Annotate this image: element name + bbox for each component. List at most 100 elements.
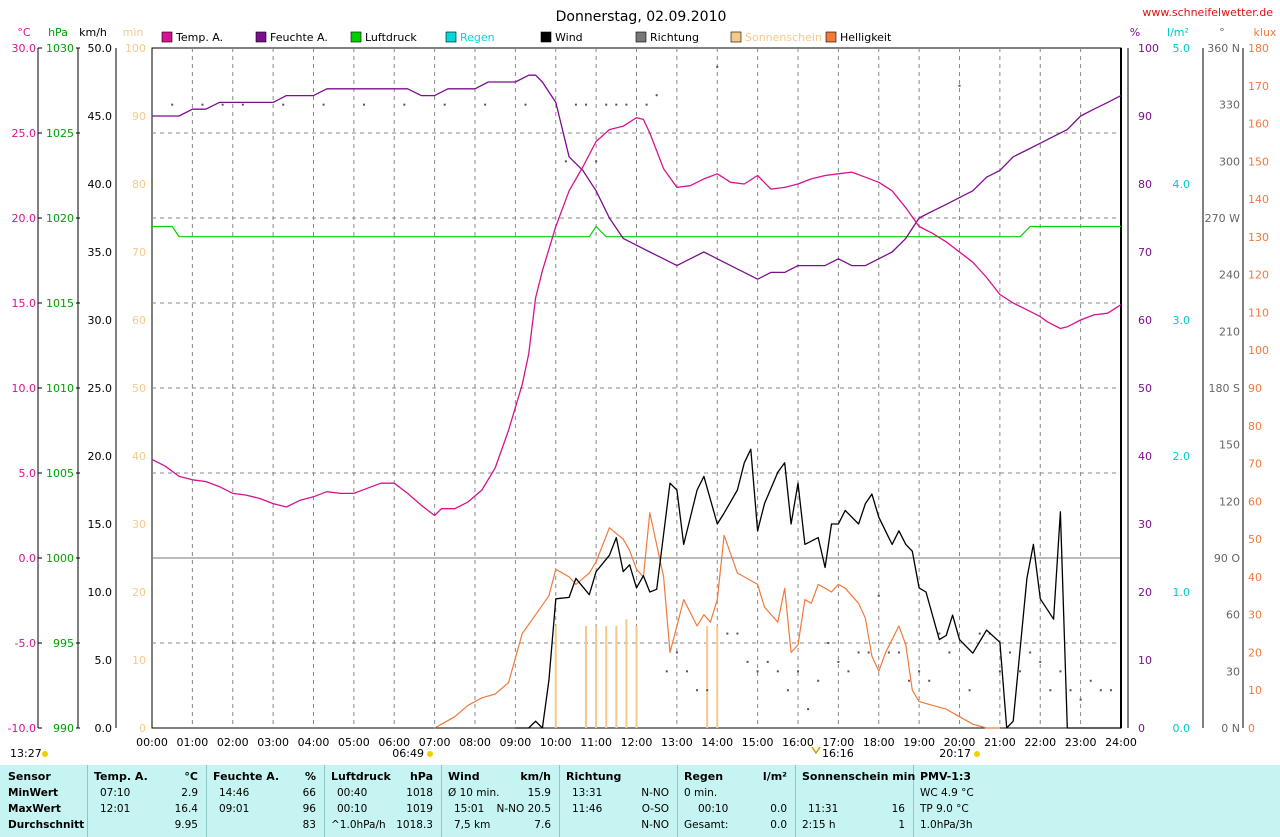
legend-label: Regen <box>460 31 495 44</box>
axis-tick-right: 160 <box>1248 118 1269 131</box>
axis-tick-left: 1020 <box>46 212 74 225</box>
axis-unit-left: min <box>123 26 144 39</box>
axis-tick-right: 0 <box>1248 722 1255 735</box>
direction-point <box>241 103 244 106</box>
x-tick-label: 00:00 <box>136 736 168 749</box>
rain-max-value: 0.0 <box>770 803 787 815</box>
header-direction: Richtung <box>566 770 622 783</box>
axis-tick-left: 20 <box>132 586 146 599</box>
x-tick-label: 21:00 <box>984 736 1016 749</box>
brightness-line <box>434 512 1000 729</box>
axis-tick-left: 5.0 <box>95 654 113 667</box>
axis-tick-right: 30 <box>1226 665 1240 678</box>
axis-tick-left: 40 <box>132 450 146 463</box>
legend: Temp. A. Feuchte A. Luftdruck Regen Wind Rich… <box>161 31 892 44</box>
x-tick-label: 18:00 <box>863 736 895 749</box>
axis-tick-left: 10 <box>132 654 146 667</box>
dir-max-value: O-SO <box>641 803 669 815</box>
direction-point <box>1008 651 1011 654</box>
wind-max-value: N-NO 20.5 <box>496 803 551 815</box>
axis-tick-left: -10.0 <box>8 722 36 735</box>
axis-tick-right: 10 <box>1138 654 1152 667</box>
x-tick-label: 12:00 <box>621 736 653 749</box>
temp-max-value: 16.4 <box>174 803 198 815</box>
axis-tick-left: 20.0 <box>12 212 37 225</box>
direction-point <box>564 160 567 163</box>
x-tick-label: 03:00 <box>257 736 289 749</box>
pres-avg-time: ^1.0hPa/h <box>331 819 386 831</box>
direction-point <box>847 670 850 673</box>
axis-tick-right: 70 <box>1138 246 1152 259</box>
temp-min-value: 2.9 <box>181 787 198 799</box>
legend-label: Luftdruck <box>365 31 417 44</box>
axis-tick-right: 240 <box>1219 269 1240 282</box>
footer-time: 13:27 <box>10 747 42 760</box>
axis-tick-left: 1015 <box>46 297 74 310</box>
legend-swatch <box>350 31 362 43</box>
axis-tick-right: 180 S <box>1209 382 1240 395</box>
header-wind-unit: km/h <box>520 770 551 783</box>
rain-max-time: 00:10 <box>698 803 729 815</box>
direction-point <box>362 103 365 106</box>
direction-point <box>221 103 224 106</box>
direction-point <box>1089 679 1092 682</box>
direction-point <box>928 679 931 682</box>
pmv-windchill: WC 4.9 °C <box>920 787 974 799</box>
hum-avg-value: 83 <box>302 819 316 831</box>
sun-max-time: 11:31 <box>808 803 839 815</box>
axis-tick-left: 1010 <box>46 382 74 395</box>
x-tick-label: 13:00 <box>661 736 693 749</box>
axis-tick-right: 0 <box>1138 722 1145 735</box>
direction-point <box>615 103 618 106</box>
axis-tick-right: 2.0 <box>1173 450 1191 463</box>
sun-total: 2:15 h <box>802 819 836 831</box>
sunset-icon <box>974 751 980 757</box>
axis-tick-left: 30.0 <box>88 314 113 327</box>
axis-tick-left: 15.0 <box>88 518 113 531</box>
axis-tick-right: 90 <box>1138 110 1152 123</box>
wind-distance: 7,5 km <box>454 819 491 831</box>
axis-tick-right: 4.0 <box>1173 178 1191 191</box>
sunrise-time: 06:49 <box>392 747 424 760</box>
direction-point <box>443 103 446 106</box>
pres-min-value: 1018 <box>406 787 433 799</box>
axis-unit-left: km/h <box>79 26 107 39</box>
direction-point <box>574 103 577 106</box>
x-tick-label: 20:00 <box>944 736 976 749</box>
axis-tick-left: 1005 <box>46 467 74 480</box>
direction-point <box>766 660 769 663</box>
x-tick-label: 22:00 <box>1024 736 1056 749</box>
header-temp-unit: °C <box>184 770 198 783</box>
series-layer <box>151 65 1122 729</box>
direction-point <box>887 651 890 654</box>
header-sensor: Sensor <box>8 770 51 783</box>
axis-tick-right: 40 <box>1248 571 1262 584</box>
header-pmv: PMV-1:3 <box>920 770 971 783</box>
axis-tick-left: 25.0 <box>12 127 37 140</box>
axis-tick-right: 10 <box>1248 684 1262 697</box>
x-tick-label: 01:00 <box>177 736 209 749</box>
wind-avg10-label: Ø 10 min. <box>448 787 500 799</box>
axis-tick-left: 35.0 <box>88 246 113 259</box>
temperature-line <box>151 117 1122 517</box>
axis-tick-right: 0 N <box>1221 722 1240 735</box>
sun-avg-value: 1 <box>898 819 905 831</box>
direction-point <box>958 84 961 87</box>
row-label-avg: Durchschnitt <box>8 819 85 831</box>
direction-point <box>171 103 174 106</box>
x-tick-label: 16:00 <box>782 736 814 749</box>
axes: °C 30.0 25.0 20.0 15.0 10.0 5.0 0.0 -5.0 -10.0 hPa… <box>8 26 1277 760</box>
header-pressure: Luftdruck <box>331 770 391 783</box>
axis-tick-left: 50.0 <box>88 42 113 55</box>
axis-tick-left: 30 <box>132 518 146 531</box>
direction-point <box>655 94 658 97</box>
direction-point <box>322 103 325 106</box>
website-link[interactable]: www.schneifelwetter.de <box>1142 6 1273 19</box>
direction-point <box>1059 670 1062 673</box>
direction-point <box>1019 670 1022 673</box>
direction-point <box>585 103 588 106</box>
direction-point <box>918 670 921 673</box>
x-tick-label: 19:00 <box>903 736 935 749</box>
header-temp: Temp. A. <box>94 770 148 783</box>
axis-tick-left: 0 <box>139 722 146 735</box>
